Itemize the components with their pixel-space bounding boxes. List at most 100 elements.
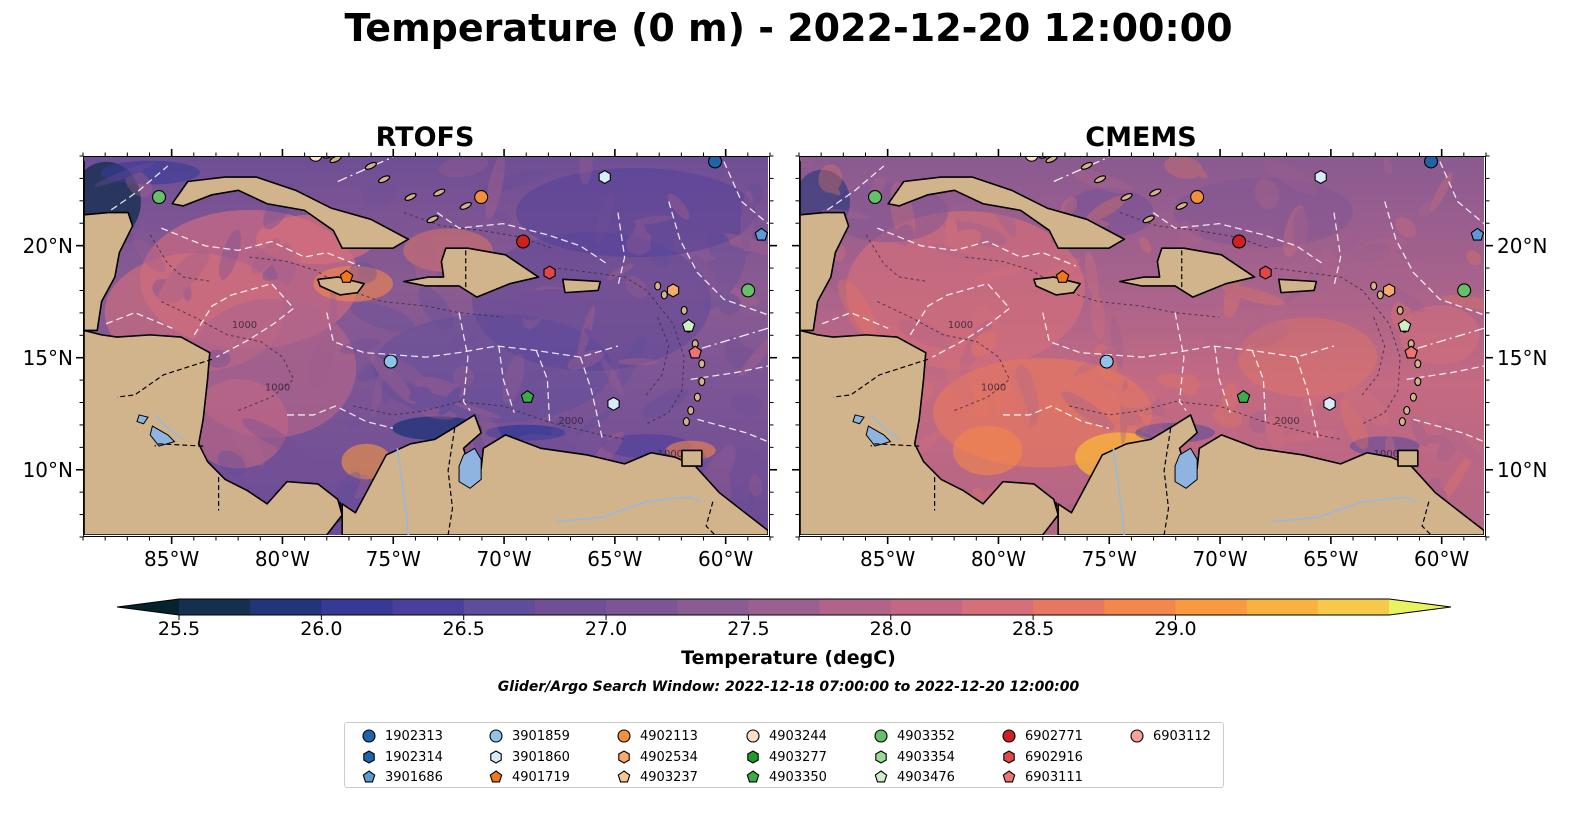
land-island bbox=[1396, 305, 1404, 315]
float-marker-4902534[interactable] bbox=[1382, 283, 1396, 298]
land-island bbox=[1414, 359, 1422, 369]
colorbar-segment bbox=[819, 599, 892, 615]
float-marker-4903350[interactable] bbox=[1236, 389, 1251, 403]
colorbar-segment bbox=[1246, 599, 1319, 615]
legend-label: 4903277 bbox=[769, 749, 827, 765]
float-marker-4903352[interactable] bbox=[741, 283, 756, 298]
land-hispaniola bbox=[403, 247, 540, 298]
float-marker-3901860[interactable] bbox=[1314, 169, 1327, 185]
land-island bbox=[433, 188, 446, 197]
eez-boundary bbox=[1406, 365, 1484, 380]
land-island bbox=[1093, 175, 1107, 184]
float-marker-4902113[interactable] bbox=[474, 190, 489, 205]
float-marker-3901860[interactable] bbox=[1323, 396, 1336, 411]
eez-boundary bbox=[1174, 312, 1187, 411]
depth-contour bbox=[558, 267, 685, 425]
country-border bbox=[339, 501, 343, 516]
float-marker-3901860[interactable] bbox=[607, 396, 620, 411]
float-marker-3901686[interactable] bbox=[754, 227, 768, 241]
eez-boundary bbox=[617, 212, 626, 287]
colorbar-tick-label: 26.5 bbox=[442, 618, 485, 640]
legend-marker bbox=[874, 729, 888, 743]
depth-contour bbox=[877, 301, 1011, 411]
legend-marker bbox=[617, 729, 631, 743]
float-marker-1902313[interactable] bbox=[708, 157, 723, 169]
legend-marker bbox=[362, 729, 376, 743]
eez-boundary bbox=[1295, 356, 1320, 440]
float-marker-6902771[interactable] bbox=[1232, 234, 1247, 249]
float-marker-1902313[interactable] bbox=[1424, 157, 1439, 169]
lat-tick-label: 15°N bbox=[1497, 345, 1548, 370]
float-marker-4903350[interactable] bbox=[520, 389, 535, 403]
legend-item-3901686: 3901686 bbox=[361, 769, 443, 785]
float-marker-4903244[interactable] bbox=[309, 157, 323, 162]
river bbox=[869, 414, 900, 441]
country-border bbox=[705, 501, 716, 535]
search-window-text: Glider/Argo Search Window: 2022-12-18 07… bbox=[497, 679, 1080, 695]
legend-marker bbox=[618, 750, 630, 764]
legend-marker bbox=[489, 729, 503, 743]
float-marker-3901686[interactable] bbox=[1470, 227, 1484, 241]
float-marker-4901719[interactable] bbox=[1055, 269, 1070, 283]
lon-tick-label: 75°W bbox=[1081, 547, 1137, 571]
river bbox=[1272, 496, 1419, 523]
legend-label: 4903352 bbox=[897, 728, 955, 744]
legend-marker bbox=[490, 750, 502, 764]
float-marker-4902534[interactable] bbox=[666, 283, 680, 298]
float-marker-6903111[interactable] bbox=[1404, 345, 1418, 359]
legend-marker bbox=[363, 750, 375, 764]
float-marker-4903476[interactable] bbox=[681, 318, 696, 332]
country-border bbox=[1055, 501, 1059, 516]
float-marker-4901719[interactable] bbox=[339, 269, 354, 283]
lon-tick-label: 65°W bbox=[1303, 547, 1359, 571]
lake bbox=[136, 414, 149, 425]
colorbar-label: Temperature (degC) bbox=[681, 647, 896, 669]
eez-boundary bbox=[1417, 327, 1484, 349]
colorbar-ticks: 25.5 26.0 26.5 27.0 27.5 28.0 28.5 29.0 bbox=[0, 618, 1577, 646]
land-island bbox=[1398, 417, 1406, 427]
float-marker-4903352[interactable] bbox=[868, 190, 883, 205]
legend-marker bbox=[1003, 750, 1015, 764]
legend-label: 3901860 bbox=[512, 749, 570, 765]
depth-contour bbox=[161, 301, 295, 411]
float-marker-3901859[interactable] bbox=[1099, 354, 1114, 369]
map-panel-rtofs[interactable]: 1000 1000 1000 2000 bbox=[83, 156, 770, 537]
land-island bbox=[680, 305, 688, 315]
depth-contour bbox=[249, 256, 504, 318]
land-cuba bbox=[171, 176, 410, 249]
lon-tick-label: 85°W bbox=[860, 547, 916, 571]
lon-tick-label: 75°W bbox=[365, 547, 421, 571]
map-panel-cmems[interactable]: 1000 1000 1000 2000 bbox=[799, 156, 1486, 537]
float-marker-4903352[interactable] bbox=[1457, 283, 1472, 298]
float-marker-6902916[interactable] bbox=[1259, 265, 1272, 280]
eez-boundary bbox=[821, 311, 889, 329]
land-island bbox=[1370, 281, 1378, 291]
legend-item-4903352: 4903352 bbox=[873, 728, 955, 744]
land-island bbox=[459, 201, 472, 210]
land-island bbox=[426, 215, 439, 224]
legend-label: 4902113 bbox=[640, 728, 698, 744]
float-marker-4902113[interactable] bbox=[1190, 190, 1205, 205]
float-marker-4903476[interactable] bbox=[1397, 318, 1412, 332]
legend-marker bbox=[875, 750, 887, 764]
land-island bbox=[329, 157, 342, 164]
lake bbox=[1174, 447, 1198, 489]
contour-label: 1000 bbox=[981, 382, 1006, 393]
country-border bbox=[154, 443, 204, 447]
float-marker-4903352[interactable] bbox=[152, 190, 167, 205]
colorbar-segment bbox=[250, 599, 322, 615]
legend-label: 6902771 bbox=[1025, 728, 1083, 744]
float-marker-3901859[interactable] bbox=[383, 354, 398, 369]
float-marker-6903111[interactable] bbox=[688, 345, 702, 359]
float-marker-6902916[interactable] bbox=[543, 265, 556, 280]
float-marker-4903244[interactable] bbox=[1025, 157, 1039, 162]
float-marker-3901860[interactable] bbox=[598, 169, 611, 185]
contour-label: 1000 bbox=[1374, 449, 1399, 460]
land-hispaniola bbox=[1119, 247, 1256, 298]
float-marker-6902771[interactable] bbox=[516, 234, 531, 249]
eez-boundary bbox=[436, 212, 608, 265]
legend-marker bbox=[617, 770, 631, 783]
legend-item-4903350: 4903350 bbox=[745, 769, 827, 785]
map-canvas: 1000 1000 1000 2000 bbox=[84, 157, 768, 535]
colorbar bbox=[116, 590, 1452, 624]
